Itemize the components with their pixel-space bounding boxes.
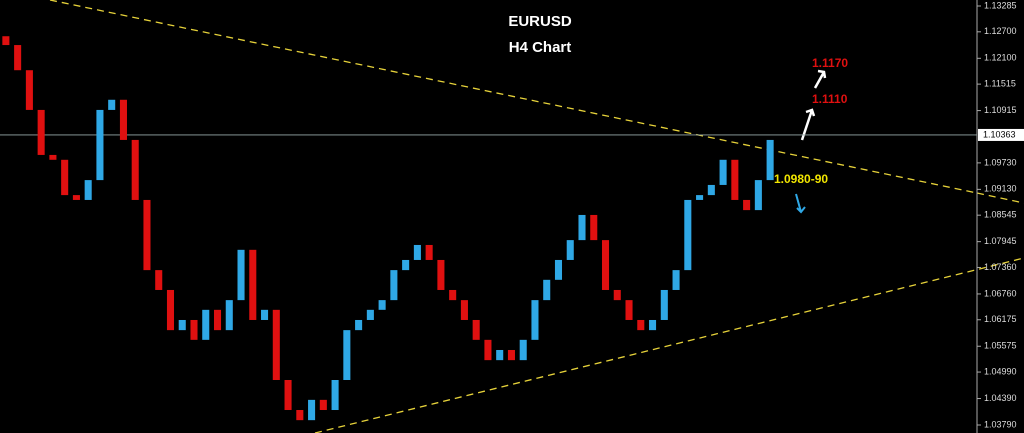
candle-body (766, 139, 774, 181)
y-tick-label: 1.06760 (984, 288, 1017, 298)
candle-body (213, 309, 222, 331)
candle-body (601, 240, 610, 290)
upper-trendline (49, 0, 978, 194)
last-price-box (978, 128, 1024, 141)
candle-body (237, 249, 245, 301)
candle-body (519, 339, 527, 361)
y-tick-label: 1.05575 (984, 341, 1017, 351)
candle-body (684, 199, 692, 271)
candle-body (731, 159, 739, 200)
y-tick-label: 1.12700 (984, 26, 1017, 36)
candle-body (625, 300, 633, 320)
y-tick-label: 1.08545 (984, 210, 1017, 220)
candle-body (531, 300, 539, 340)
candle-body (649, 319, 657, 331)
candle-body (2, 36, 10, 46)
y-tick-label: 1.10915 (984, 105, 1017, 115)
y-tick-label: 1.09130 (984, 184, 1017, 194)
arrow (795, 193, 806, 214)
arrow (813, 69, 827, 89)
candle-body (543, 279, 551, 301)
y-tick-label: 1.09730 (984, 157, 1017, 167)
candle-body (366, 309, 374, 320)
candle-body (566, 240, 574, 260)
lower-trendline (314, 257, 1024, 433)
y-tick-label: 1.04390 (984, 393, 1017, 403)
candle-body (296, 410, 304, 421)
candle-body (61, 159, 69, 196)
annotation: 1.0980-90 (774, 172, 828, 186)
candle-body (425, 244, 433, 260)
candle-body (331, 380, 339, 411)
candle-body (402, 259, 410, 271)
candle-body (613, 289, 621, 301)
candle-body (14, 45, 22, 71)
candle-body (707, 184, 715, 196)
candle-body (249, 249, 257, 320)
last-price-label: 1.10363 (983, 129, 1016, 139)
candle-body (119, 99, 127, 140)
candle-body (225, 300, 233, 331)
y-tick-label: 1.04990 (984, 366, 1017, 376)
candle-body (507, 349, 515, 361)
candle-body (413, 244, 421, 260)
candle-body (660, 289, 668, 320)
candle-body (637, 319, 645, 331)
y-tick-label: 1.12100 (984, 53, 1017, 63)
candle-body (672, 270, 680, 290)
candle-body (272, 309, 280, 381)
y-tick-label: 1.11515 (984, 78, 1016, 88)
annotation: 1.1170 (812, 56, 848, 70)
chart-title: EURUSD (508, 13, 572, 30)
chart-subtitle: H4 Chart (509, 39, 572, 56)
upper-trendline (976, 192, 1024, 204)
candle-body (96, 109, 104, 181)
candle-body (754, 180, 762, 211)
candle-body (496, 349, 504, 361)
candle-body (131, 139, 139, 200)
candle-body (308, 399, 316, 421)
candle-body (84, 180, 92, 200)
candle-body (155, 270, 163, 290)
y-tick-label: 1.13285 (984, 0, 1017, 10)
candle-body (49, 154, 57, 160)
candle-body (437, 259, 445, 290)
candle-body (108, 99, 116, 110)
candle-body (37, 109, 45, 155)
candle-body (449, 289, 457, 301)
candle-body (578, 214, 586, 241)
candle-body (178, 319, 186, 331)
candle-body (484, 339, 492, 361)
candle-body (202, 309, 210, 340)
candle-body (343, 330, 351, 381)
candle-body (355, 319, 363, 331)
candle-body (72, 195, 80, 200)
candle-body (261, 309, 269, 320)
candle-body (696, 195, 704, 200)
y-tick-label: 1.06175 (984, 314, 1017, 324)
candle-body (378, 300, 386, 310)
candle-body (143, 199, 151, 271)
candle-body (166, 289, 175, 331)
candle-body (284, 380, 292, 411)
candle-body (472, 319, 480, 340)
candle-body (25, 70, 33, 110)
y-tick-label: 1.03790 (984, 419, 1017, 429)
y-tick-label: 1.07360 (984, 262, 1017, 272)
y-tick-label: 1.07945 (984, 236, 1017, 246)
candle-body (719, 159, 727, 185)
candle-body (460, 300, 468, 320)
candle-body (554, 259, 563, 280)
annotation: 1.1110 (812, 92, 848, 106)
candle-body (390, 270, 398, 301)
candle-body (319, 399, 327, 411)
candle-body (743, 199, 751, 211)
candle-body (590, 214, 598, 241)
arrow (800, 108, 816, 141)
candle-body (190, 319, 198, 340)
